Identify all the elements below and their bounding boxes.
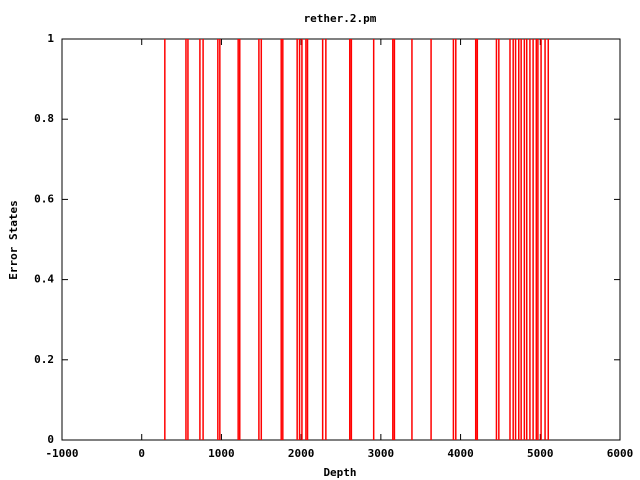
y-tick-label: 0.2 xyxy=(34,353,54,366)
x-tick-label: 3000 xyxy=(368,447,395,460)
x-tick-label: 5000 xyxy=(527,447,554,460)
y-tick-label: 0 xyxy=(47,433,54,446)
x-tick-label: 2000 xyxy=(288,447,315,460)
y-tick-label: 0.6 xyxy=(34,192,54,205)
y-tick-label: 1 xyxy=(47,32,54,45)
y-axis-label: Error States xyxy=(7,200,20,279)
x-tick-label: 6000 xyxy=(607,447,634,460)
plot-frame xyxy=(61,38,621,441)
chart-title: rether.2.pm xyxy=(304,12,377,25)
x-axis-label: Depth xyxy=(323,466,356,479)
x-tick-label: -1000 xyxy=(45,447,78,460)
x-tick-label: 0 xyxy=(138,447,145,460)
y-tick-label: 0.4 xyxy=(34,273,54,286)
y-tick-label: 0.8 xyxy=(34,112,54,125)
x-tick-label: 1000 xyxy=(208,447,235,460)
x-tick-label: 4000 xyxy=(447,447,474,460)
